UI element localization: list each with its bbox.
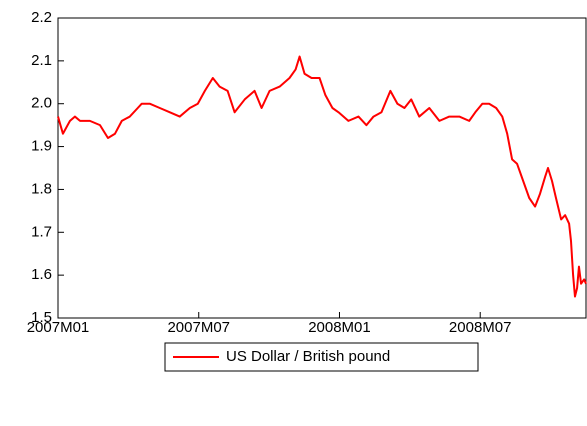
y-tick-label: 1.7 (31, 223, 52, 240)
plot-frame (57, 17, 587, 319)
y-tick-label: 1.8 (31, 180, 52, 197)
legend-label: US Dollar / British pound (226, 348, 390, 365)
x-tick-label: 2008M07 (449, 319, 512, 336)
data-line (57, 55, 587, 298)
y-tick-label: 1.5 (31, 309, 52, 326)
x-tick-label: 2007M07 (167, 319, 230, 336)
legend-box (164, 342, 479, 372)
y-tick-label: 2.0 (31, 95, 52, 112)
y-tick-label: 1.9 (31, 138, 52, 155)
x-tick-label: 2007M01 (27, 319, 90, 336)
y-tick-label: 2.2 (31, 9, 52, 26)
x-tick-label: 2008M01 (308, 319, 371, 336)
y-tick-label: 2.1 (31, 52, 52, 69)
y-tick-label: 1.6 (31, 266, 52, 283)
